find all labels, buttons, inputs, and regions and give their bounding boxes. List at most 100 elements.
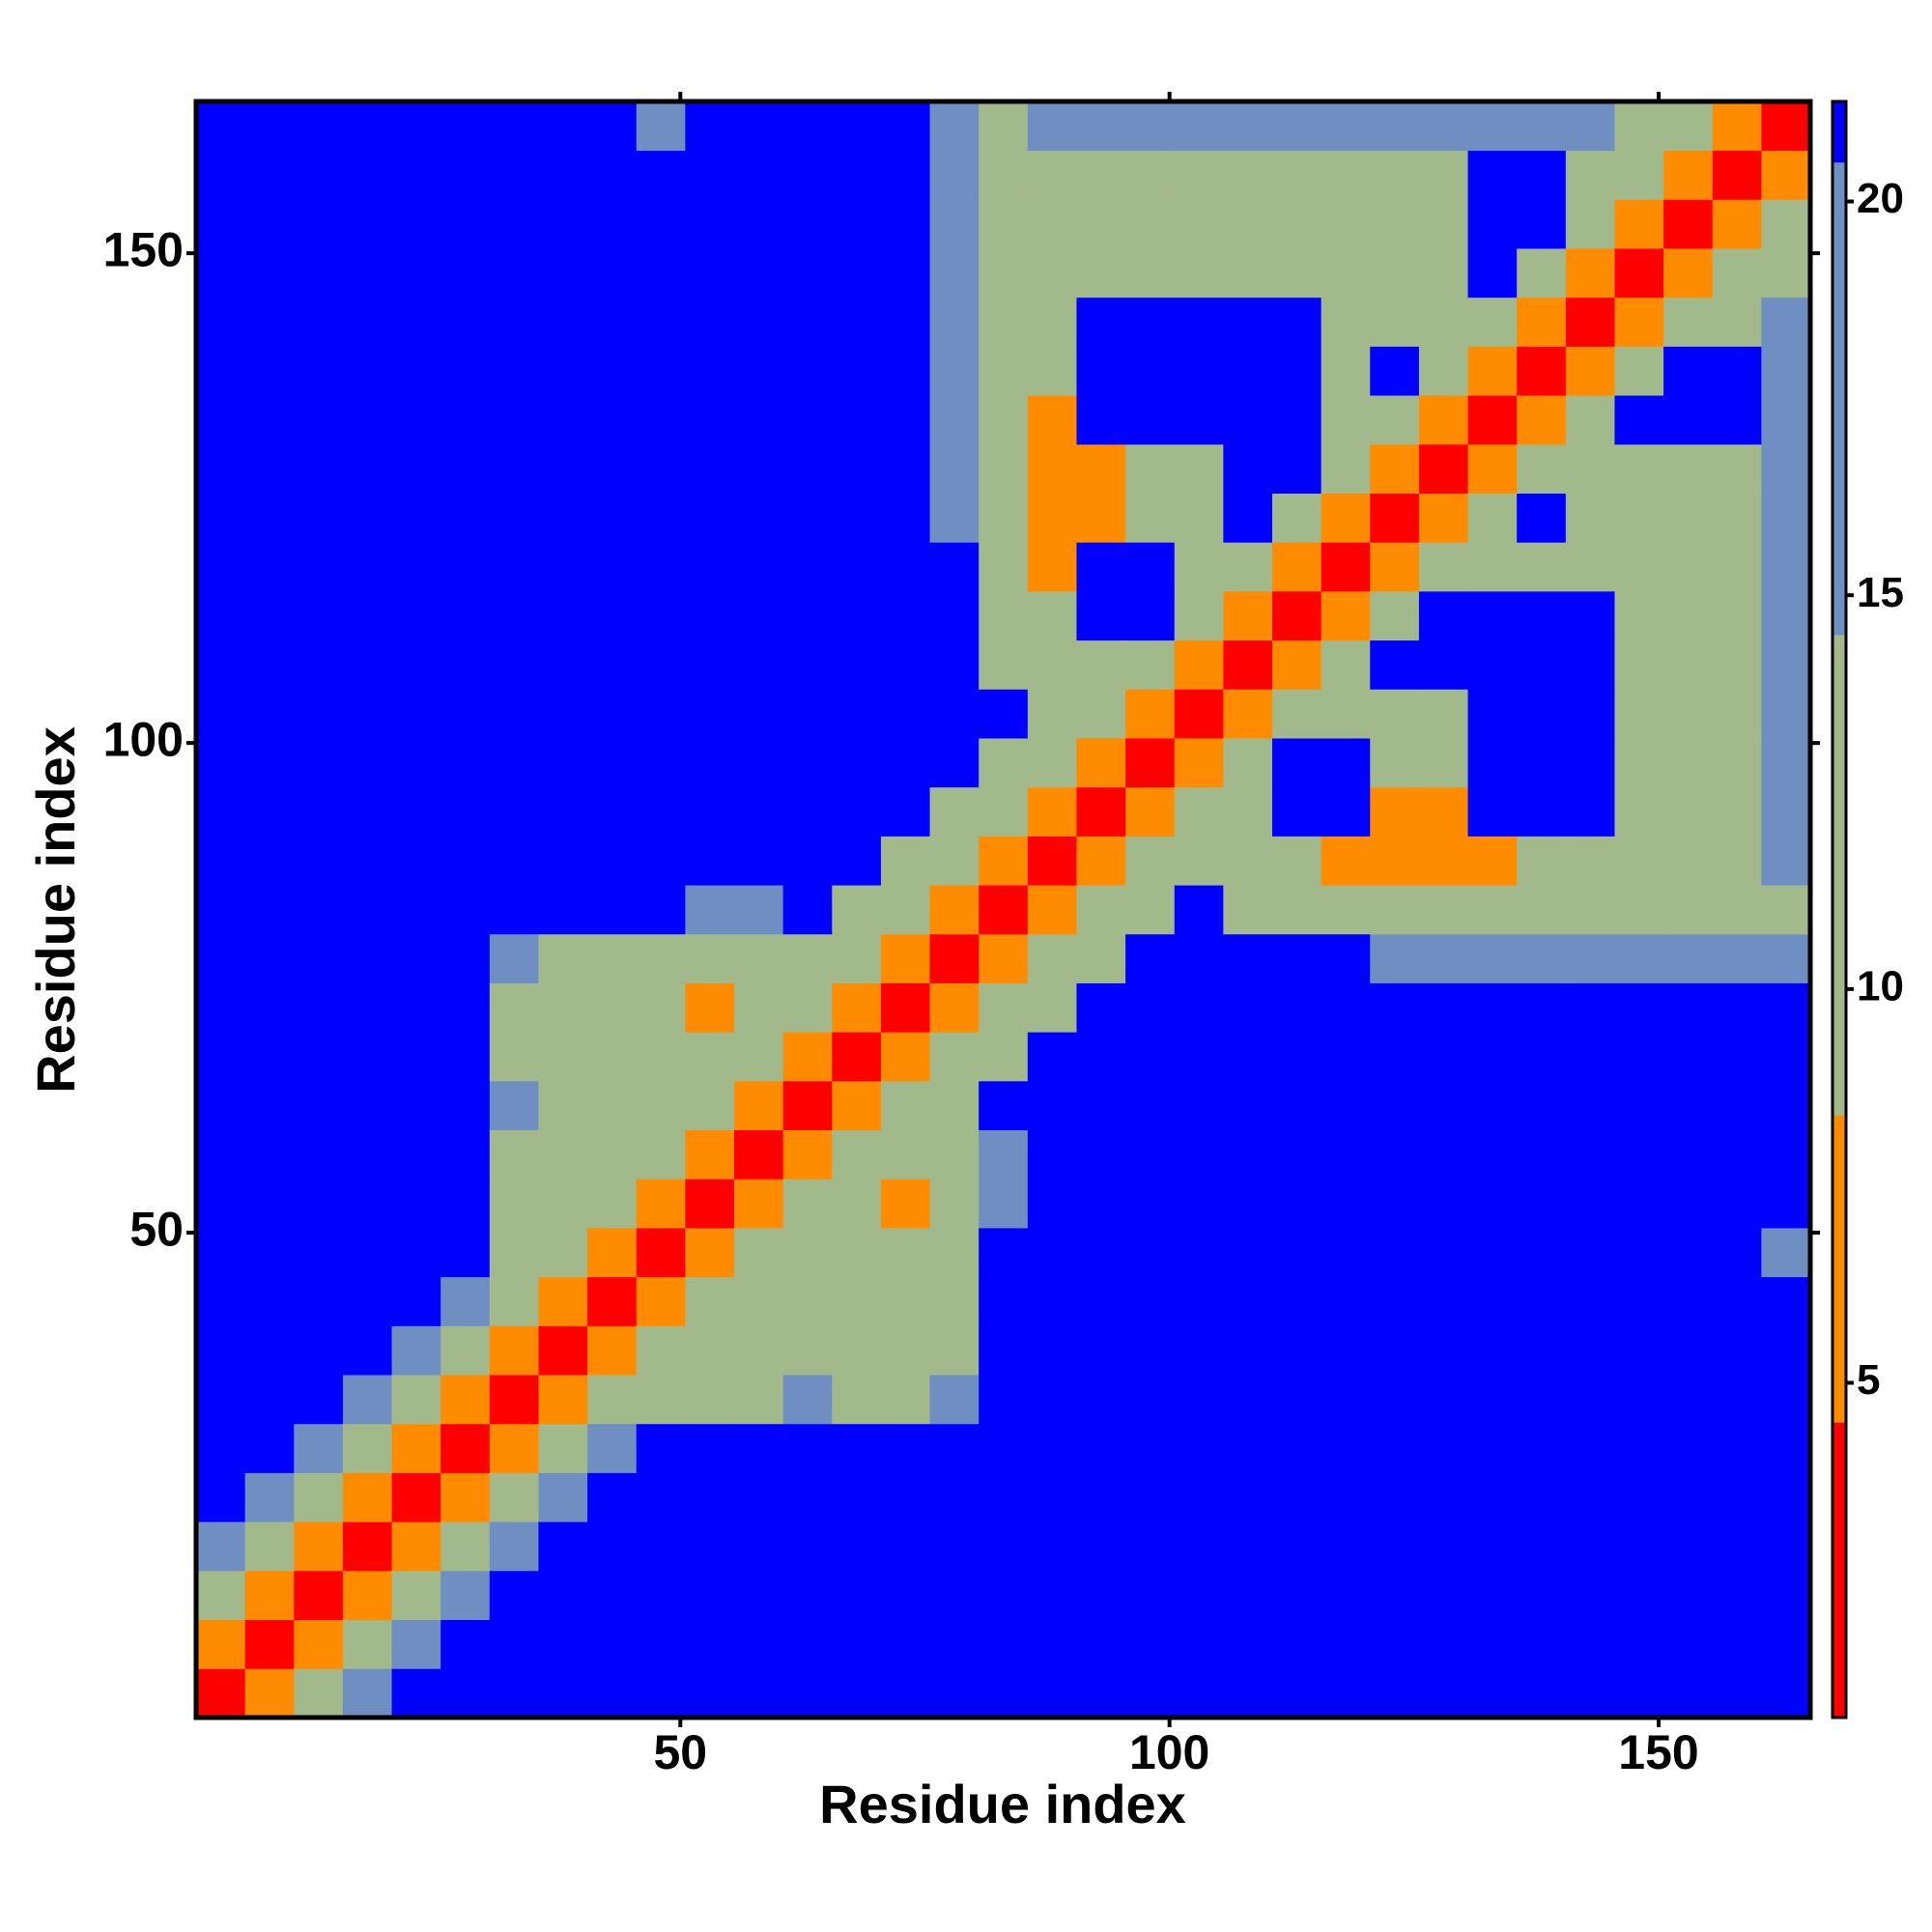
heatmap-cell bbox=[685, 297, 735, 347]
heatmap-cell bbox=[1418, 443, 1468, 494]
heatmap-cell bbox=[1223, 248, 1273, 298]
heatmap-cell bbox=[440, 101, 491, 152]
heatmap-cell bbox=[1418, 101, 1468, 152]
heatmap-cell bbox=[587, 199, 638, 249]
heatmap-cell bbox=[1418, 346, 1468, 396]
heatmap-cell bbox=[1712, 786, 1762, 837]
heatmap-cell bbox=[1712, 297, 1762, 347]
heatmap-cell bbox=[1125, 982, 1176, 1033]
heatmap-cell bbox=[587, 885, 638, 935]
heatmap-cell bbox=[1712, 1668, 1762, 1719]
heatmap-cell bbox=[342, 1375, 392, 1425]
heatmap-cell bbox=[1418, 738, 1468, 788]
heatmap-cell bbox=[1125, 199, 1176, 249]
heatmap-cell bbox=[1174, 297, 1224, 347]
heatmap-cell bbox=[685, 395, 735, 445]
heatmap-cell bbox=[1761, 1521, 1811, 1572]
heatmap-cell bbox=[391, 1276, 441, 1326]
heatmap-cell bbox=[734, 150, 784, 200]
heatmap-cell bbox=[440, 395, 491, 445]
heatmap-cell bbox=[489, 689, 539, 739]
heatmap-cell bbox=[1663, 493, 1714, 543]
heatmap-cell bbox=[636, 101, 686, 152]
heatmap-cell bbox=[1223, 1325, 1273, 1376]
heatmap-cell bbox=[342, 443, 392, 494]
heatmap-cell bbox=[1761, 395, 1811, 445]
heatmap-cell bbox=[1614, 639, 1664, 690]
heatmap-cell bbox=[1517, 933, 1567, 983]
heatmap-cell bbox=[294, 1668, 344, 1719]
heatmap-cell bbox=[1614, 1032, 1664, 1082]
heatmap-cell bbox=[1663, 836, 1714, 886]
heatmap-cell bbox=[538, 542, 588, 592]
colorbar-segment bbox=[1833, 1115, 1846, 1423]
heatmap-cell bbox=[342, 1325, 392, 1376]
heatmap-cell bbox=[294, 1228, 344, 1278]
heatmap-cell bbox=[1321, 1228, 1371, 1278]
heatmap-cell bbox=[1712, 1619, 1762, 1669]
heatmap-cell bbox=[1174, 1375, 1224, 1425]
heatmap-cell bbox=[734, 590, 784, 641]
heatmap-cell bbox=[880, 1619, 930, 1669]
heatmap-cell bbox=[782, 346, 833, 396]
heatmap-cell bbox=[1565, 542, 1615, 592]
heatmap-cell bbox=[489, 786, 539, 837]
heatmap-cell bbox=[1174, 199, 1224, 249]
heatmap-cell bbox=[1565, 885, 1615, 935]
heatmap-cell bbox=[294, 297, 344, 347]
heatmap-cell bbox=[1565, 933, 1615, 983]
heatmap-cell bbox=[734, 395, 784, 445]
heatmap-cell bbox=[1418, 885, 1468, 935]
heatmap-cell bbox=[294, 1619, 344, 1669]
heatmap-cell bbox=[636, 346, 686, 396]
heatmap-cell bbox=[391, 443, 441, 494]
heatmap-cell bbox=[1223, 1472, 1273, 1522]
heatmap-cell bbox=[440, 1080, 491, 1131]
heatmap-cell bbox=[929, 1570, 980, 1621]
heatmap-cell bbox=[1174, 248, 1224, 298]
heatmap-cell bbox=[1761, 590, 1811, 641]
heatmap-cell bbox=[1027, 101, 1077, 152]
heatmap-cell bbox=[1418, 639, 1468, 690]
heatmap-cell bbox=[1174, 542, 1224, 592]
heatmap-cell bbox=[1223, 395, 1273, 445]
heatmap-cell bbox=[1418, 248, 1468, 298]
heatmap-cell bbox=[440, 639, 491, 690]
heatmap-cell bbox=[1125, 689, 1176, 739]
heatmap-cell bbox=[1761, 1228, 1811, 1278]
heatmap-cell bbox=[244, 248, 295, 298]
heatmap-cell bbox=[1223, 1276, 1273, 1326]
heatmap-cell bbox=[1418, 836, 1468, 886]
heatmap-cell bbox=[1370, 101, 1420, 152]
heatmap-cell bbox=[1272, 885, 1322, 935]
heatmap-cell bbox=[1223, 933, 1273, 983]
heatmap-cell bbox=[1027, 786, 1077, 837]
heatmap-cell bbox=[196, 443, 246, 494]
heatmap-cell bbox=[1712, 1228, 1762, 1278]
heatmap-cell bbox=[1467, 1276, 1518, 1326]
heatmap-cell bbox=[929, 248, 980, 298]
heatmap-cell bbox=[1223, 738, 1273, 788]
heatmap-cell bbox=[538, 346, 588, 396]
heatmap-cell bbox=[929, 1325, 980, 1376]
heatmap-cell bbox=[782, 199, 833, 249]
heatmap-cell bbox=[1076, 1129, 1126, 1179]
heatmap-cell bbox=[391, 248, 441, 298]
heatmap-cell bbox=[832, 590, 882, 641]
heatmap-cell bbox=[880, 1179, 930, 1229]
heatmap-cell bbox=[782, 1032, 833, 1082]
heatmap-cell bbox=[685, 1325, 735, 1376]
heatmap-cell bbox=[979, 639, 1029, 690]
heatmap-cell bbox=[1076, 1325, 1126, 1376]
heatmap-cell bbox=[1370, 199, 1420, 249]
heatmap-cell bbox=[489, 1375, 539, 1425]
heatmap-cell bbox=[1614, 836, 1664, 886]
heatmap-cell bbox=[1761, 836, 1811, 886]
heatmap-cell bbox=[587, 395, 638, 445]
heatmap-cell bbox=[1614, 297, 1664, 347]
heatmap-cell bbox=[636, 1472, 686, 1522]
heatmap-cell bbox=[1663, 1619, 1714, 1669]
heatmap-cell bbox=[196, 1276, 246, 1326]
heatmap-cell bbox=[1517, 885, 1567, 935]
